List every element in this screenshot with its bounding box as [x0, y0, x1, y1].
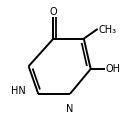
Text: O: O — [50, 7, 57, 17]
Text: N: N — [66, 104, 74, 113]
Text: OH: OH — [106, 64, 121, 74]
Text: CH₃: CH₃ — [99, 25, 117, 35]
Text: HN: HN — [11, 86, 26, 96]
